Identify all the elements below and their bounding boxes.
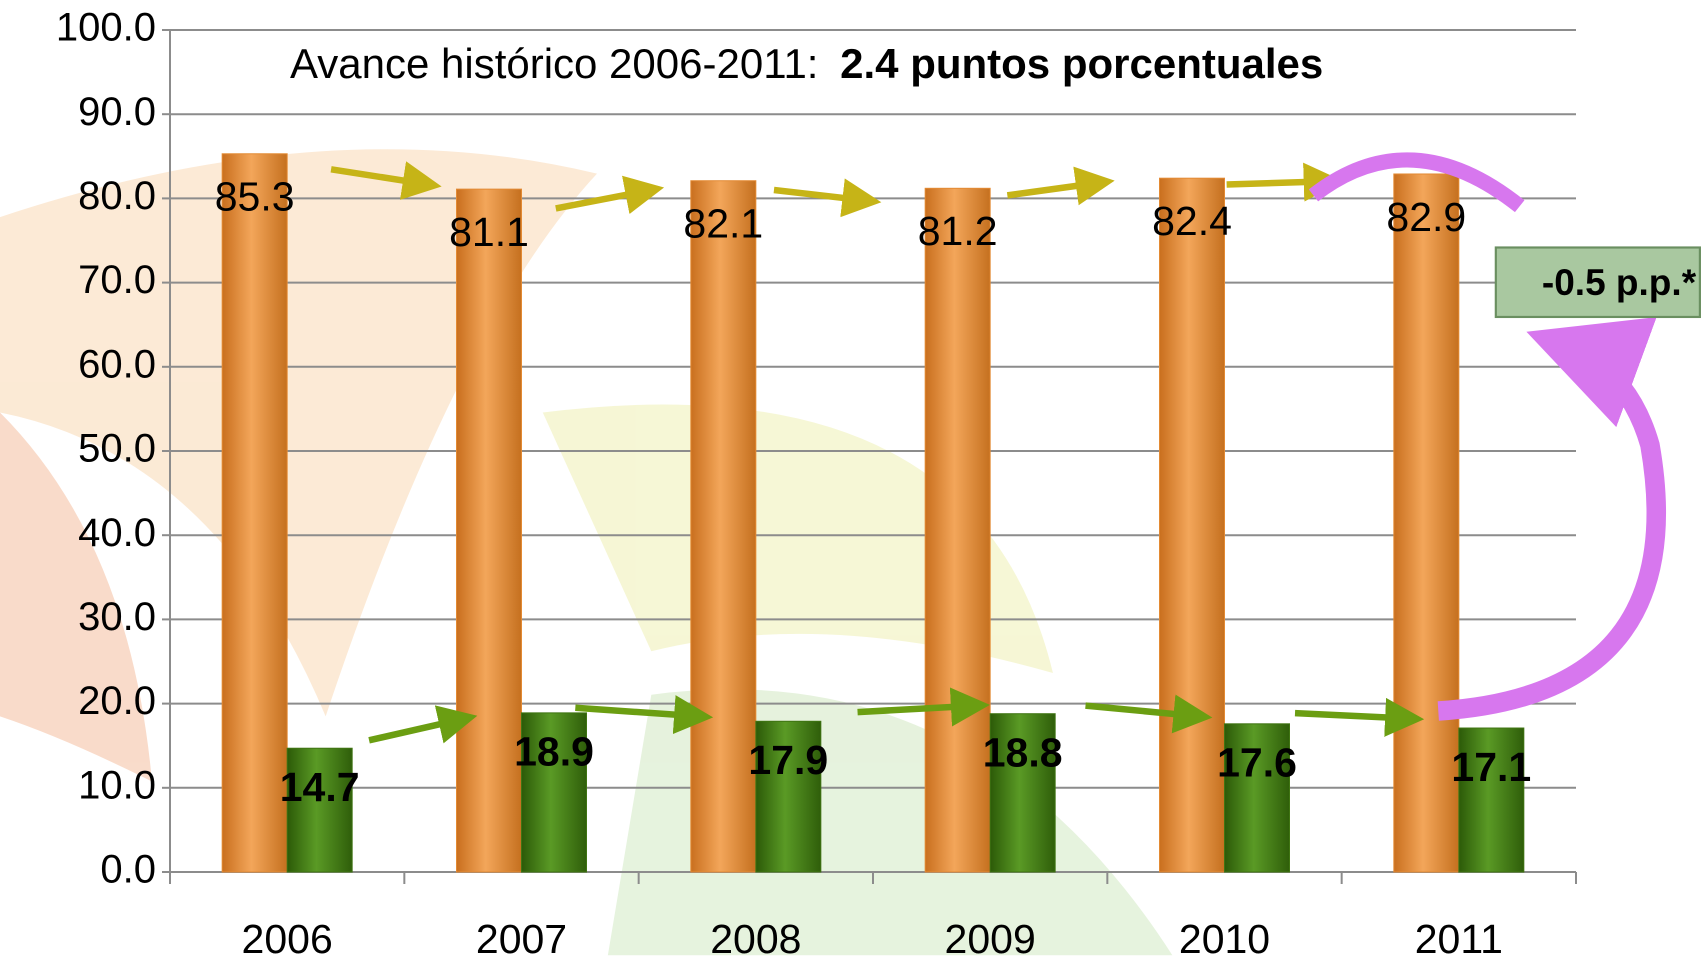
value-label: 14.7 (280, 764, 360, 810)
bar (286, 747, 353, 873)
value-label: 82.9 (1386, 194, 1466, 240)
bar (989, 713, 1056, 873)
x-tick-label: 2010 (1179, 916, 1270, 961)
bar (521, 712, 587, 873)
y-tick-label: 20.0 (78, 679, 156, 723)
title-text: Avance histórico 2006-2011: (290, 40, 818, 87)
value-label: 18.9 (514, 729, 594, 775)
bar (924, 187, 991, 873)
title-highlight: 2.4 puntos porcentuales (840, 40, 1323, 87)
chart-title: Avance histórico 2006-2011: 2.4 puntos p… (290, 40, 1323, 87)
bar (456, 188, 522, 873)
y-tick-label: 80.0 (78, 174, 156, 218)
bar (690, 180, 757, 873)
value-label: 81.2 (918, 208, 998, 254)
bar (1224, 723, 1290, 873)
value-label: 17.6 (1217, 740, 1297, 786)
y-tick-label: 40.0 (78, 511, 156, 555)
trend-arrows (330, 152, 1701, 744)
y-tick-label: 0.0 (100, 848, 156, 892)
value-label: 82.1 (683, 201, 763, 247)
bar (221, 153, 288, 873)
y-tick-label: 70.0 (78, 258, 156, 302)
bar (755, 720, 822, 873)
value-label: 82.4 (1152, 198, 1232, 244)
y-tick-label: 50.0 (78, 427, 156, 471)
bar (1159, 177, 1225, 873)
bar (1393, 173, 1460, 873)
annotation: -0.5 p.p.* (1542, 262, 1697, 303)
value-label: 18.8 (983, 730, 1063, 776)
x-tick-label: 2008 (710, 916, 801, 961)
bar (1458, 727, 1525, 873)
value-label: 85.3 (215, 174, 295, 220)
x-tick-label: 2011 (1415, 916, 1503, 961)
value-label: 17.9 (748, 737, 828, 783)
x-tick-label: 2006 (242, 916, 333, 961)
plot: 0.0 10.0 20.0 30.0 40.0 50.0 60.0 70.0 80.0 90.0 1… (56, 6, 1577, 961)
x-tick-label: 2009 (945, 916, 1036, 961)
y-tick-label: 30.0 (78, 595, 156, 639)
y-tick-label: 60.0 (78, 342, 156, 386)
value-label: 81.1 (449, 209, 529, 255)
x-tick-label: 2007 (476, 916, 567, 961)
y-tick-label: 10.0 (78, 763, 156, 807)
y-tick-label: 90.0 (78, 90, 156, 134)
value-label: 17.1 (1451, 744, 1531, 790)
y-tick-label: 100.0 (56, 6, 156, 50)
